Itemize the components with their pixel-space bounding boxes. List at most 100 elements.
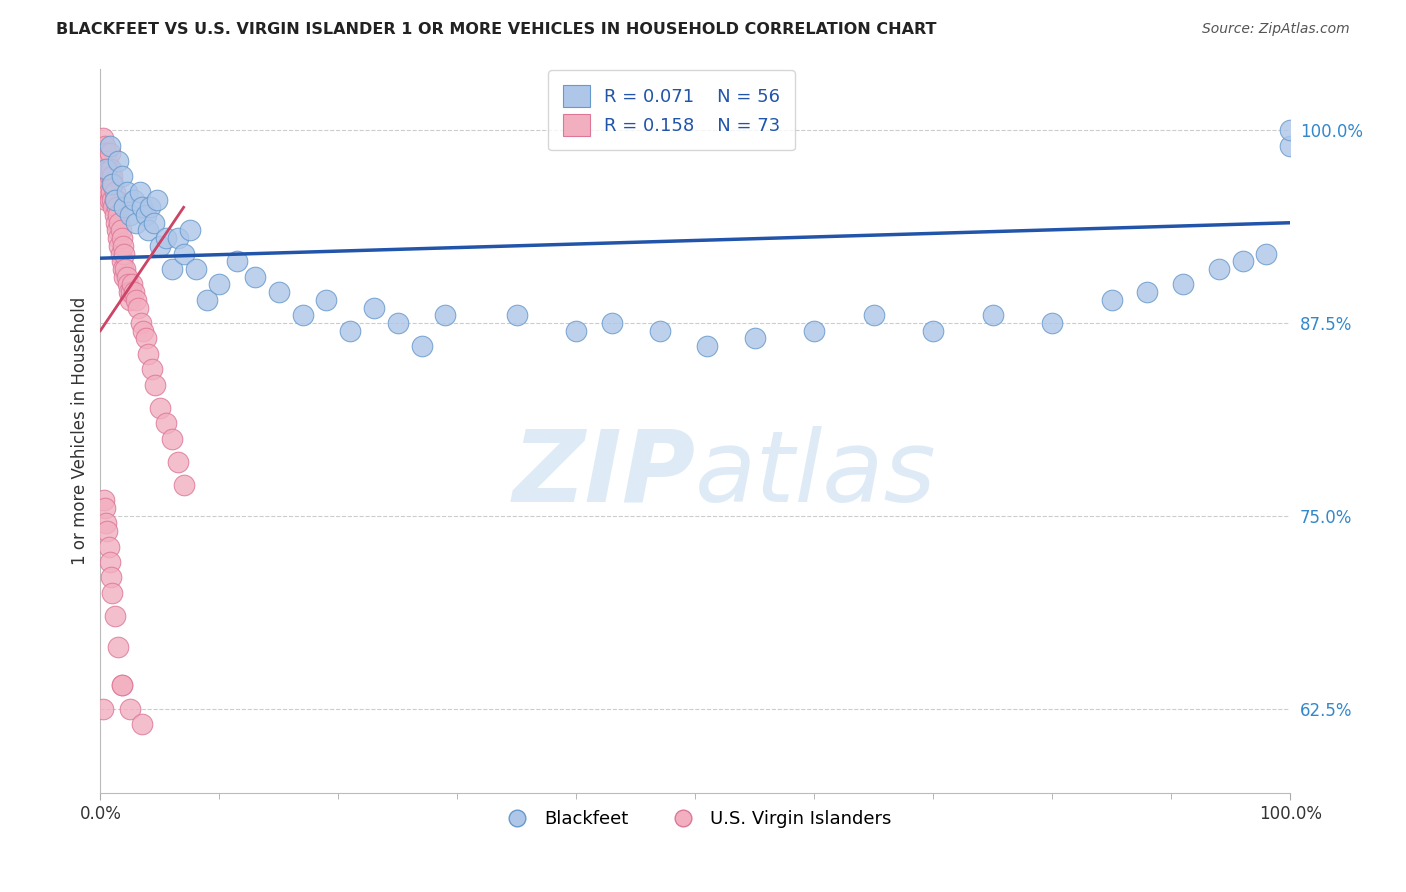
Point	[98, 169, 121, 184]
Point	[107, 640, 129, 654]
Point	[111, 254, 134, 268]
Point	[179, 223, 201, 237]
Point	[96, 516, 118, 531]
Point	[103, 200, 125, 214]
Point	[1256, 246, 1278, 260]
Point	[315, 293, 337, 307]
Point	[112, 200, 135, 214]
Point	[105, 223, 128, 237]
Point	[101, 193, 124, 207]
Point	[125, 216, 148, 230]
Point	[160, 432, 183, 446]
Point	[149, 401, 172, 415]
Point	[121, 277, 143, 292]
Point	[122, 193, 145, 207]
Point	[125, 293, 148, 307]
Point	[96, 177, 118, 191]
Point	[105, 200, 128, 214]
Point	[1208, 262, 1230, 277]
Point	[127, 301, 149, 315]
Point	[115, 185, 138, 199]
Text: ZIP: ZIP	[512, 425, 695, 523]
Point	[173, 246, 195, 260]
Point	[744, 331, 766, 345]
Point	[112, 246, 135, 260]
Point	[114, 262, 136, 277]
Point	[110, 246, 132, 260]
Point	[115, 269, 138, 284]
Point	[103, 177, 125, 191]
Point	[136, 223, 159, 237]
Point	[128, 185, 150, 199]
Point	[267, 285, 290, 300]
Point	[111, 169, 134, 184]
Legend: Blackfeet, U.S. Virgin Islanders: Blackfeet, U.S. Virgin Islanders	[492, 803, 898, 835]
Point	[922, 324, 945, 338]
Point	[111, 678, 134, 692]
Point	[108, 239, 131, 253]
Point	[565, 324, 588, 338]
Point	[1101, 293, 1123, 307]
Point	[94, 161, 117, 176]
Point	[97, 185, 120, 199]
Point	[506, 308, 529, 322]
Point	[862, 308, 884, 322]
Point	[108, 216, 131, 230]
Point	[149, 239, 172, 253]
Point	[1232, 254, 1254, 268]
Point	[120, 293, 142, 307]
Point	[411, 339, 433, 353]
Point	[208, 277, 231, 292]
Point	[1279, 138, 1302, 153]
Point	[97, 540, 120, 554]
Point	[387, 316, 409, 330]
Point	[107, 231, 129, 245]
Point	[120, 701, 142, 715]
Point	[101, 586, 124, 600]
Point	[111, 239, 134, 253]
Point	[91, 131, 114, 145]
Point	[111, 231, 134, 245]
Point	[160, 262, 183, 277]
Point	[93, 177, 115, 191]
Point	[100, 161, 122, 176]
Point	[434, 308, 457, 322]
Point	[129, 316, 152, 330]
Point	[143, 377, 166, 392]
Point	[104, 185, 127, 199]
Point	[696, 339, 718, 353]
Point	[600, 316, 623, 330]
Point	[100, 570, 122, 584]
Point	[93, 154, 115, 169]
Point	[166, 455, 188, 469]
Point	[648, 324, 671, 338]
Point	[1171, 277, 1194, 292]
Y-axis label: 1 or more Vehicles in Household: 1 or more Vehicles in Household	[72, 297, 89, 565]
Point	[98, 193, 121, 207]
Point	[96, 154, 118, 169]
Point	[243, 269, 266, 284]
Point	[94, 138, 117, 153]
Point	[96, 169, 118, 184]
Point	[110, 223, 132, 237]
Point	[96, 193, 118, 207]
Point	[104, 208, 127, 222]
Point	[132, 324, 155, 338]
Point	[112, 269, 135, 284]
Point	[98, 146, 121, 161]
Point	[104, 216, 127, 230]
Point	[135, 331, 157, 345]
Point	[101, 169, 124, 184]
Point	[117, 277, 139, 292]
Point	[120, 285, 142, 300]
Point	[94, 501, 117, 516]
Text: Source: ZipAtlas.com: Source: ZipAtlas.com	[1202, 22, 1350, 37]
Point	[118, 285, 141, 300]
Point	[1040, 316, 1063, 330]
Point	[139, 200, 162, 214]
Point	[96, 146, 118, 161]
Point	[184, 262, 207, 277]
Point	[107, 208, 129, 222]
Point	[97, 161, 120, 176]
Point	[104, 193, 127, 207]
